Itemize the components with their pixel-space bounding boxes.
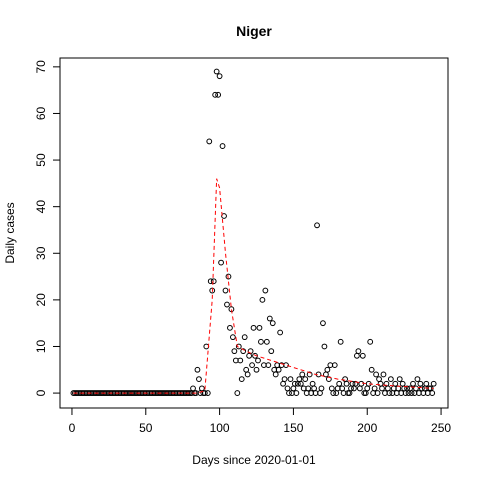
- y-tick-label: 50: [34, 153, 48, 167]
- x-tick-label: 150: [283, 421, 303, 435]
- y-tick-label: 30: [34, 246, 48, 260]
- y-tick-label: 60: [34, 106, 48, 120]
- x-tick-label: 50: [139, 421, 153, 435]
- y-tick-label: 10: [34, 339, 48, 353]
- x-tick-label: 0: [69, 421, 76, 435]
- x-tick-label: 250: [431, 421, 451, 435]
- x-tick-label: 100: [210, 421, 230, 435]
- y-tick-label: 0: [34, 389, 48, 396]
- y-axis-label: Daily cases: [3, 202, 17, 263]
- x-tick-label: 200: [357, 421, 377, 435]
- y-tick-label: 40: [34, 200, 48, 214]
- chart-title: Niger: [236, 23, 272, 39]
- x-axis-label: Days since 2020-01-01: [192, 453, 316, 467]
- y-tick-label: 70: [34, 60, 48, 74]
- y-tick-label: 20: [34, 293, 48, 307]
